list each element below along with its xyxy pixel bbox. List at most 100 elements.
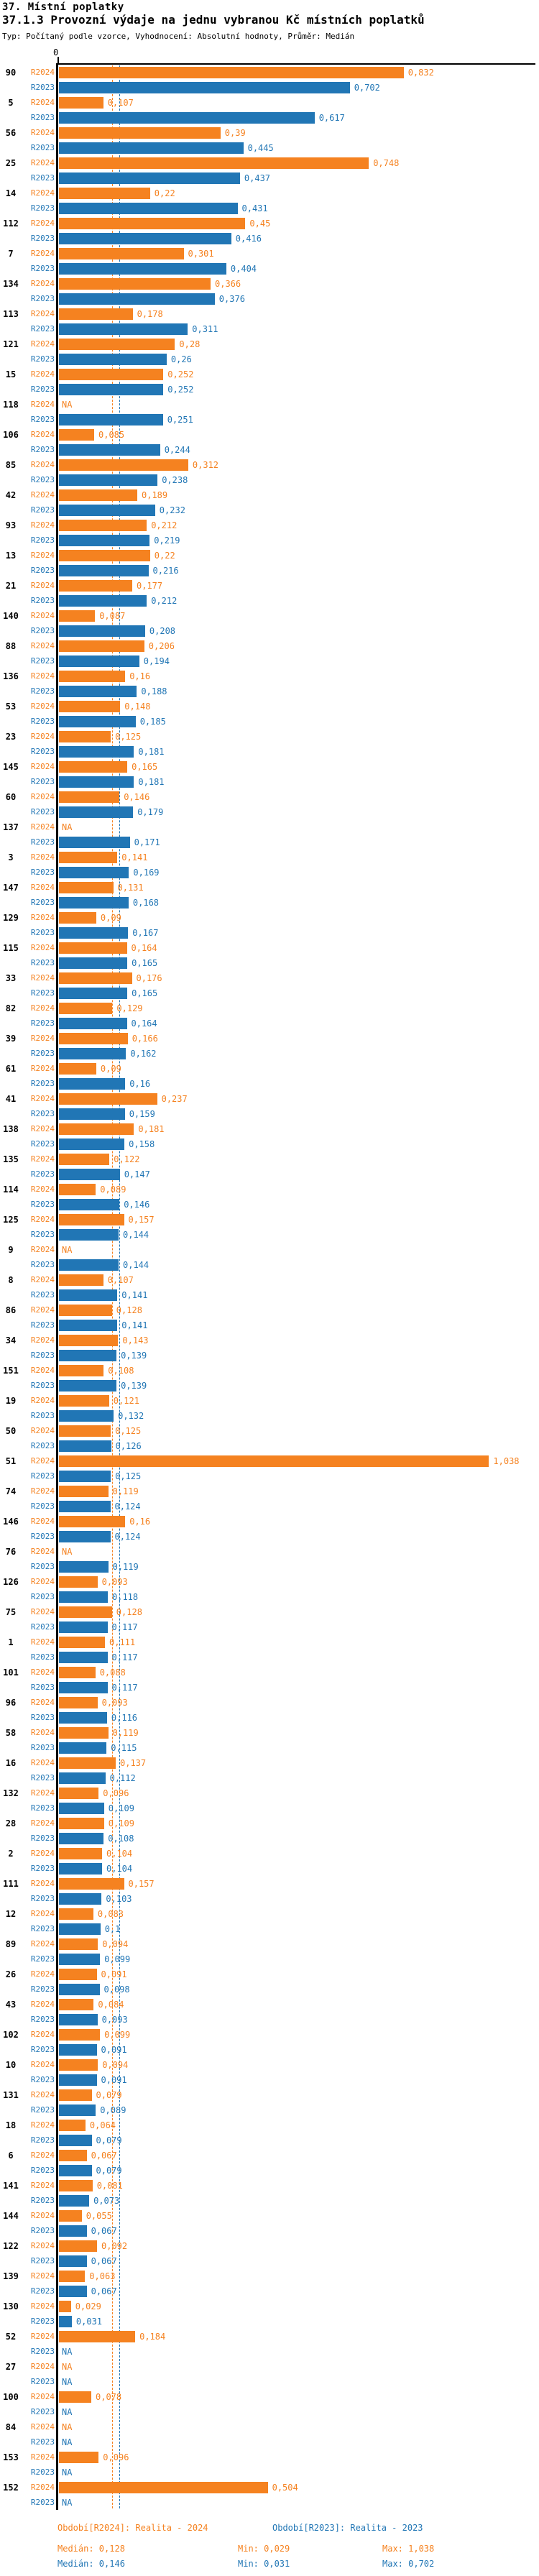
series-label-r2023: R2023 [30,1471,55,1481]
value-label-r2024: 0,063 [89,2271,116,2281]
series-label-r2023: R2023 [30,2286,55,2296]
bar-r2024 [59,1274,103,1286]
series-label-r2024: R2024 [30,1064,55,1073]
category-label: 96 [5,1698,17,1708]
series-label-r2024: R2024 [30,2241,55,2250]
bar-r2024 [59,1093,157,1105]
value-label-r2024: 0,122 [114,1154,140,1164]
value-label-r2024: 0,137 [120,1758,147,1768]
bar-r2024 [59,640,144,652]
value-label-r2024: 0,089 [100,1184,126,1195]
series-label-r2023: R2023 [30,2377,55,2386]
series-label-r2024: R2024 [30,913,55,922]
bar-r2023 [59,2316,72,2327]
bar-r2024 [59,188,150,199]
category-label: 18 [5,2120,17,2130]
series-label-r2023: R2023 [30,1592,55,1601]
bar-r2024 [59,912,96,924]
bar-r2023 [59,746,134,758]
series-label-r2023: R2023 [30,626,55,635]
value-label-r2024: 0,748 [373,158,400,168]
series-label-r2024: R2024 [30,309,55,318]
series-label-r2023: R2023 [30,1773,55,1782]
bar-r2024 [59,550,150,561]
bar-r2023 [59,897,129,908]
series-label-r2024: R2024 [30,2301,55,2311]
value-label-r2023: 0,115 [111,1743,137,1753]
bar-r2024 [59,580,132,592]
category-label: 34 [5,1335,17,1346]
median-line-r2024 [111,65,113,2508]
bar-r2023 [59,1229,119,1241]
category-label: 53 [5,702,17,712]
bar-r2023 [59,1772,106,1784]
bar-r2024 [59,1516,126,1527]
series-label-r2024: R2024 [30,883,55,892]
value-label-r2024: 0,09 [100,1064,121,1074]
bar-r2023 [59,1531,111,1542]
value-label-r2023: 0,099 [104,1954,131,1964]
series-label-r2024: R2024 [30,1517,55,1526]
series-label-r2023: R2023 [30,2256,55,2266]
bar-r2023 [59,927,129,939]
category-label: 3 [8,852,14,862]
category-label: 60 [5,792,17,802]
series-label-r2024: R2024 [30,2000,55,2009]
series-label-r2024: R2024 [30,2271,55,2281]
bar-r2024 [59,1667,96,1678]
bar-r2024 [59,1938,98,1950]
value-label-r2024: 0,064 [89,2120,116,2130]
series-label-r2024: R2024 [30,1003,55,1013]
value-label-r2024: 0,081 [96,2181,123,2191]
category-label: 2 [8,1849,14,1859]
bar-r2024 [59,852,118,863]
category-label: 13 [5,551,17,561]
bar-r2024 [59,1999,94,2010]
value-label-r2023: 0,702 [354,83,380,93]
value-label-r2023: NA [62,2437,73,2447]
bar-r2023 [59,203,238,214]
category-label: 106 [3,430,19,440]
value-label-r2024: 0,099 [104,2030,131,2040]
bar-r2023 [59,1833,104,1844]
series-label-r2024: R2024 [30,762,55,771]
bar-r2023 [59,1108,125,1120]
category-label: 90 [5,68,17,78]
series-label-r2024: R2024 [30,1728,55,1737]
value-label-r2023: 0,124 [114,1501,141,1512]
value-label-r2023: 0,108 [108,1834,134,1844]
series-label-r2024: R2024 [30,732,55,741]
series-label-r2023: R2023 [30,1260,55,1269]
category-label: 140 [3,611,19,621]
series-label-r2024: R2024 [30,852,55,862]
bar-r2024 [59,761,128,773]
series-label-r2024: R2024 [30,1366,55,1375]
series-label-r2024: R2024 [30,430,55,439]
bar-r2023 [59,263,226,275]
value-label-r2024: 0,111 [109,1637,136,1647]
value-label-r2024: 0,055 [86,2211,112,2221]
series-label-r2023: R2023 [30,2467,55,2477]
series-label-r2024: R2024 [30,822,55,832]
value-label-r2024: 0,096 [103,2452,129,2462]
bar-r2024 [59,218,246,229]
series-label-r2023: R2023 [30,173,55,183]
chart-meta: Typ: Počítaný podle vzorce, Vyhodnocení:… [2,32,355,41]
bar-r2024 [59,248,184,259]
category-label: 58 [5,1728,17,1738]
value-label-r2024: 0,129 [116,1003,143,1013]
value-label-r2023: 0,376 [218,294,245,304]
value-label-r2023: 0,445 [247,143,274,153]
bar-r2024 [59,2271,86,2282]
value-label-r2024: 0,148 [124,702,151,712]
value-label-r2024: 0,184 [139,2332,166,2342]
bar-r2024 [59,1123,134,1135]
series-label-r2024: R2024 [30,1879,55,1888]
bar-r2024 [59,1727,109,1739]
category-label: 8 [8,1275,14,1285]
value-label-r2023: 0,144 [123,1260,149,1270]
bar-r2023 [59,414,163,426]
value-label-r2023: 0,126 [115,1441,142,1451]
bar-r2023 [59,172,240,184]
series-label-r2024: R2024 [30,490,55,500]
